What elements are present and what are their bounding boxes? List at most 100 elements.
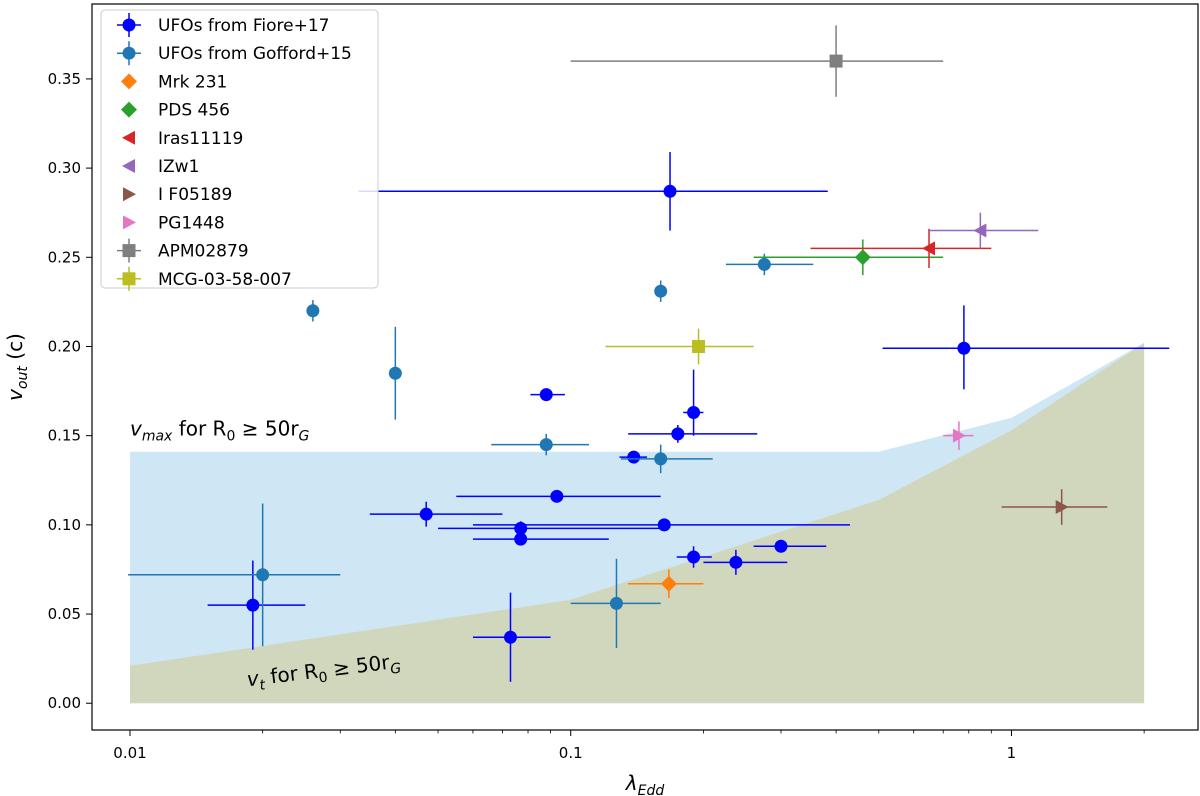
- data-point: [438, 521, 661, 536]
- data-point: [491, 433, 589, 456]
- data-series: [128, 25, 1170, 682]
- data-marker: [306, 304, 320, 318]
- legend-marker: [122, 272, 136, 286]
- x-axis: 0.01 0.1 1: [113, 730, 1145, 762]
- series-pds-456: [753, 239, 944, 276]
- data-point: [530, 388, 565, 402]
- data-marker: [388, 366, 402, 380]
- vmax-label-part-4: ≥ 50r: [235, 417, 299, 441]
- vmax-label: vmax for R0 ≥ 50rG: [130, 417, 310, 445]
- series-mrk-231: [628, 569, 704, 598]
- data-point: [703, 549, 788, 575]
- vmax-label-part-1: max: [142, 429, 173, 445]
- legend-marker: [122, 18, 136, 32]
- data-marker: [539, 438, 553, 452]
- data-point: [472, 592, 551, 682]
- y-axis-label: vout (c): [3, 333, 31, 401]
- vmax-label-part-2: for R: [172, 417, 226, 441]
- legend-label: PDS 456: [158, 101, 230, 121]
- data-marker: [657, 518, 671, 532]
- data-point: [456, 489, 661, 503]
- data-marker: [503, 630, 517, 644]
- legend-label: APM02879: [158, 242, 249, 262]
- legend-label: Mrk 231: [158, 72, 227, 92]
- legend-marker: [123, 187, 136, 202]
- legend-label: IZw1: [158, 157, 199, 177]
- y-tick-label: 0.15: [48, 427, 81, 445]
- vt-label-part-1: t: [259, 677, 267, 694]
- x-tick-label: 1: [1007, 744, 1017, 762]
- data-point: [369, 501, 503, 527]
- legend-label: PG1448: [158, 213, 225, 233]
- legend-entry: PG1448: [123, 213, 225, 233]
- y-tick-label: 0.05: [48, 605, 81, 623]
- data-marker: [973, 223, 987, 238]
- legend-label: I F05189: [158, 185, 232, 205]
- data-point: [472, 532, 609, 546]
- data-point: [929, 212, 1039, 249]
- data-marker: [854, 249, 871, 266]
- series-ufos-from-gofford-15: [128, 253, 814, 648]
- legend-entry: Mrk 231: [121, 72, 227, 92]
- legend-marker: [122, 46, 136, 60]
- legend-entry: Iras11119: [122, 129, 243, 149]
- data-marker: [663, 184, 677, 198]
- legend-marker: [122, 130, 135, 145]
- legend-box: [100, 9, 379, 289]
- data-marker: [692, 339, 706, 353]
- vt-label-part-5: G: [389, 661, 402, 678]
- y-tick-label: 0.30: [48, 159, 81, 177]
- series-iras11119: [810, 228, 992, 268]
- data-point: [810, 228, 992, 268]
- data-marker: [957, 341, 971, 355]
- data-marker: [774, 539, 788, 553]
- data-marker: [514, 521, 528, 535]
- series-pg1448: [943, 421, 974, 450]
- legend-label: UFOs from Fiore+17: [158, 16, 329, 36]
- series-i-f05189: [1001, 489, 1108, 525]
- data-marker: [671, 427, 685, 441]
- data-point: [882, 305, 1170, 390]
- x-axis-label: λEdd: [625, 771, 665, 796]
- axes-frame: [91, 3, 1199, 731]
- data-marker: [660, 575, 677, 592]
- data-point: [943, 421, 974, 450]
- data-point: [676, 546, 712, 568]
- series-izw1: [929, 212, 1039, 249]
- data-point: [753, 239, 944, 276]
- data-point: [605, 328, 754, 365]
- y-tick-label: 0.00: [48, 694, 81, 712]
- data-point: [358, 152, 828, 231]
- legend-entry: UFOs from Gofford+15: [117, 41, 352, 66]
- data-point: [128, 503, 341, 647]
- data-marker: [654, 452, 668, 466]
- x-tick-label: 0.1: [559, 744, 583, 762]
- data-point: [683, 369, 704, 436]
- legend-entry: APM02879: [117, 238, 249, 263]
- data-marker: [729, 555, 743, 569]
- y-tick-label: 0.10: [48, 516, 81, 534]
- data-marker: [256, 568, 270, 582]
- data-point: [388, 326, 402, 420]
- data-point: [620, 444, 713, 474]
- vt-label-part-3: 0: [318, 670, 329, 687]
- data-point: [1001, 489, 1108, 525]
- data-marker: [419, 507, 433, 521]
- data-marker: [829, 54, 843, 68]
- legend-entry: UFOs from Fiore+17: [117, 13, 329, 37]
- y-tick-label: 0.25: [48, 248, 81, 266]
- data-marker: [609, 596, 623, 610]
- series-apm02879: [570, 25, 944, 97]
- vmax-label-part-3: 0: [226, 429, 235, 445]
- data-point: [753, 539, 827, 553]
- data-point: [628, 424, 758, 443]
- legend-marker: [122, 159, 135, 173]
- data-marker: [627, 450, 641, 464]
- y-tick-label: 0.35: [48, 70, 81, 88]
- legend-marker: [122, 244, 136, 258]
- legend-entry: PDS 456: [121, 101, 230, 121]
- data-point: [472, 518, 850, 532]
- vmax-label-part-0: v: [130, 417, 143, 441]
